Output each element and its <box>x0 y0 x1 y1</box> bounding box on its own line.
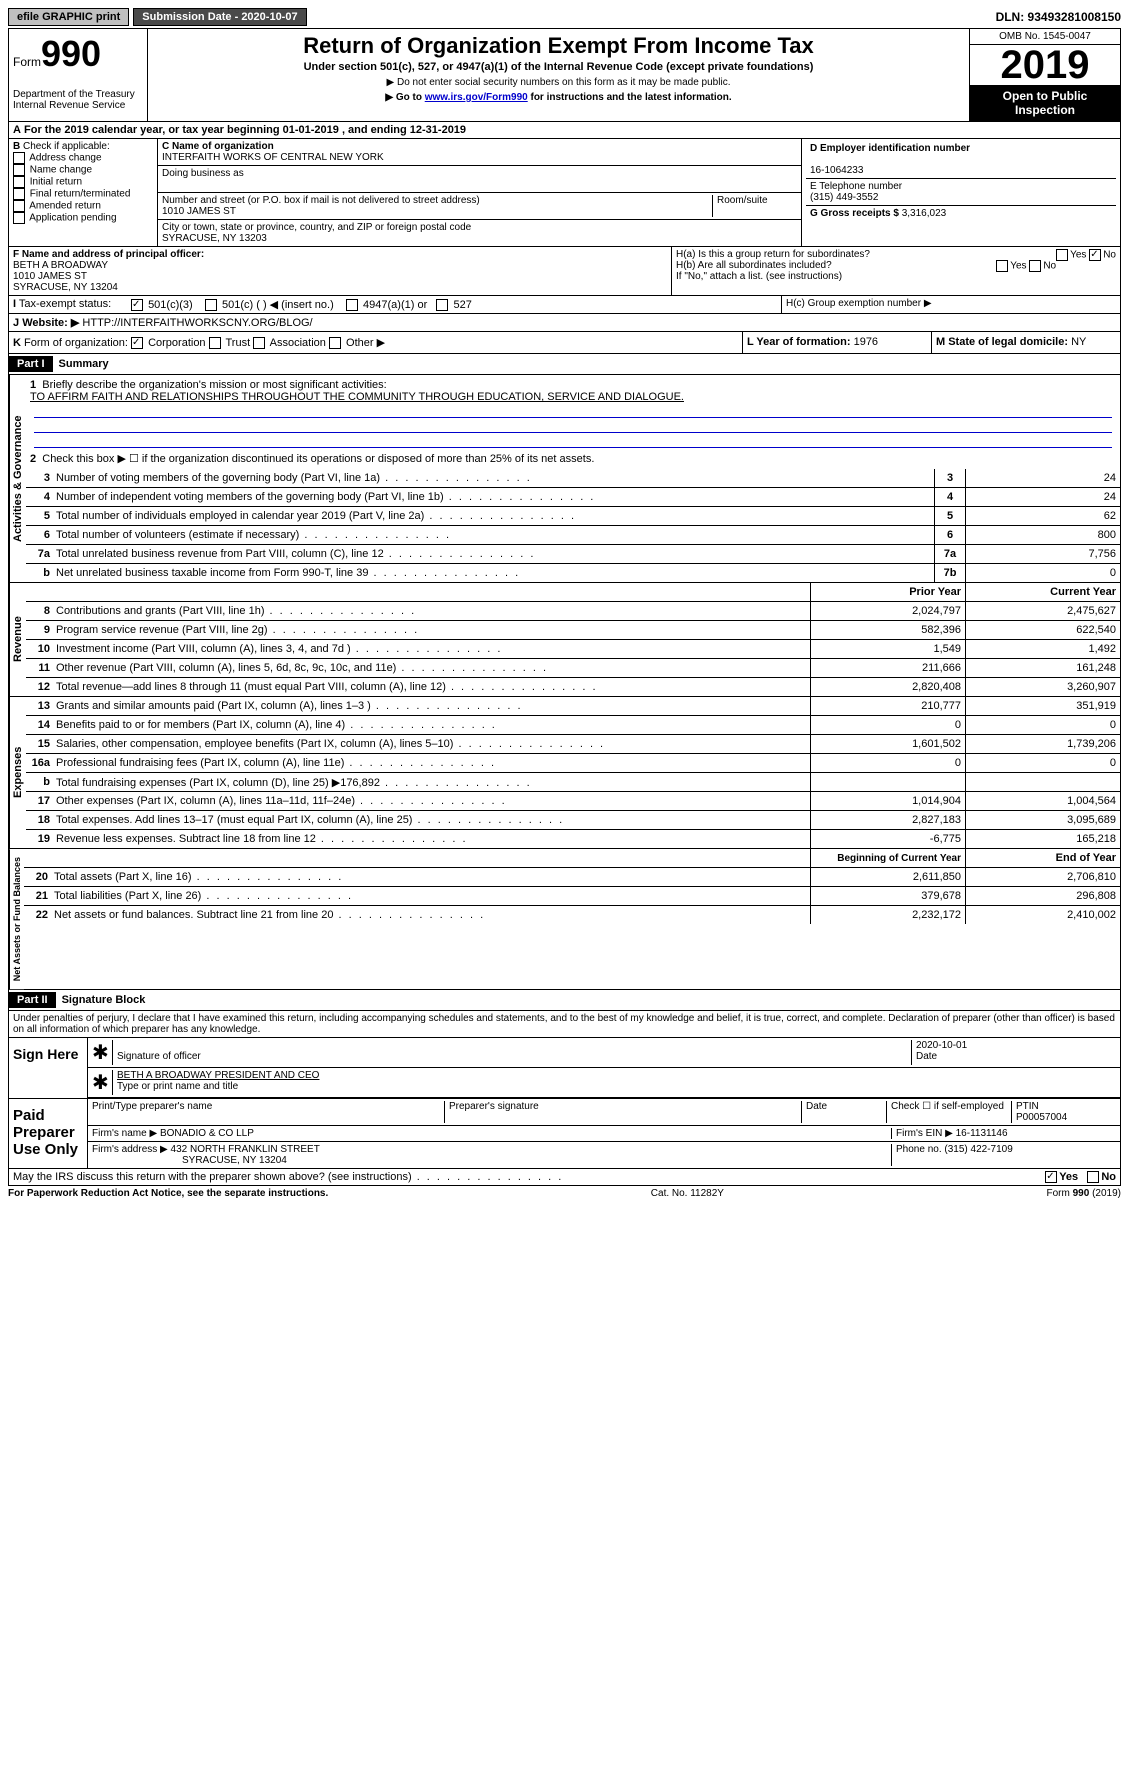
line-k: K Form of organization: Corporation Trus… <box>9 332 742 353</box>
footer: For Paperwork Reduction Act Notice, see … <box>8 1188 1121 1199</box>
form-line: bNet unrelated business taxable income f… <box>26 564 1120 582</box>
submission-btn[interactable]: Submission Date - 2020-10-07 <box>133 8 306 26</box>
part1-title: Summary <box>59 358 109 370</box>
section-h: H(a) Is this a group return for subordin… <box>672 247 1120 295</box>
section-f: F Name and address of principal officer:… <box>9 247 672 295</box>
line-a: A For the 2019 calendar year, or tax yea… <box>9 122 470 138</box>
form-line: 10Investment income (Part VIII, column (… <box>26 640 1120 659</box>
form-line: 20Total assets (Part X, line 16)2,611,85… <box>24 868 1120 887</box>
form-number: 990 <box>41 33 101 74</box>
form-line: 19Revenue less expenses. Subtract line 1… <box>26 830 1120 848</box>
dln-label: DLN: 93493281008150 <box>996 10 1121 24</box>
form-note2: ▶ Go to www.irs.gov/Form990 for instruct… <box>152 92 965 103</box>
form-header: Form990 Department of the Treasury Inter… <box>8 28 1121 122</box>
form-line: 17Other expenses (Part IX, column (A), l… <box>26 792 1120 811</box>
efile-btn[interactable]: efile GRAPHIC print <box>8 8 129 26</box>
sign-here-label: Sign Here <box>9 1038 88 1098</box>
tab-netassets: Net Assets or Fund Balances <box>9 849 24 989</box>
part2-header: Part II <box>9 992 56 1008</box>
form-line: 21Total liabilities (Part X, line 26)379… <box>24 887 1120 906</box>
paid-preparer-label: Paid Preparer Use Only <box>9 1099 88 1168</box>
form-line: 5Total number of individuals employed in… <box>26 507 1120 526</box>
section-d-e-g: D Employer identification number16-10642… <box>802 139 1120 246</box>
tab-expenses: Expenses <box>9 697 26 848</box>
line-i-label: I Tax-exempt status: <box>9 296 127 313</box>
form-line: 12Total revenue—add lines 8 through 11 (… <box>26 678 1120 696</box>
part2-title: Signature Block <box>62 994 146 1006</box>
line-l: L Year of formation: 1976 <box>742 332 931 353</box>
form-note1: ▶ Do not enter social security numbers o… <box>152 77 965 88</box>
form-line: 9Program service revenue (Part VIII, lin… <box>26 621 1120 640</box>
top-bar: efile GRAPHIC print Submission Date - 20… <box>8 8 1121 26</box>
form-line: 14Benefits paid to or for members (Part … <box>26 716 1120 735</box>
section-hc: H(c) Group exemption number ▶ <box>781 296 1120 313</box>
form-line: 11Other revenue (Part VIII, column (A), … <box>26 659 1120 678</box>
form-line: 4Number of independent voting members of… <box>26 488 1120 507</box>
form-title: Return of Organization Exempt From Incom… <box>152 33 965 59</box>
part1-header: Part I <box>9 356 53 372</box>
form-line: 16aProfessional fundraising fees (Part I… <box>26 754 1120 773</box>
tax-year: 2019 <box>970 45 1120 85</box>
section-c: C Name of organizationINTERFAITH WORKS O… <box>158 139 802 246</box>
mission-text: TO AFFIRM FAITH AND RELATIONSHIPS THROUG… <box>30 391 684 403</box>
form-line: 8Contributions and grants (Part VIII, li… <box>26 602 1120 621</box>
line-i-opts: 501(c)(3) 501(c) ( ) ◀ (insert no.) 4947… <box>127 296 781 313</box>
form-line: 3Number of voting members of the governi… <box>26 469 1120 488</box>
form-label: Form <box>13 55 41 69</box>
line-m: M State of legal domicile: NY <box>931 332 1120 353</box>
discuss-line: May the IRS discuss this return with the… <box>8 1169 1121 1186</box>
dept-label: Department of the Treasury Internal Reve… <box>13 89 143 111</box>
form-line: 18Total expenses. Add lines 13–17 (must … <box>26 811 1120 830</box>
form-subtitle: Under section 501(c), 527, or 4947(a)(1)… <box>152 61 965 73</box>
form-line: bTotal fundraising expenses (Part IX, co… <box>26 773 1120 792</box>
open-public: Open to Public Inspection <box>970 85 1120 121</box>
tab-governance: Activities & Governance <box>9 375 26 582</box>
form-line: 6Total number of volunteers (estimate if… <box>26 526 1120 545</box>
form-line: 13Grants and similar amounts paid (Part … <box>26 697 1120 716</box>
form-line: 22Net assets or fund balances. Subtract … <box>24 906 1120 924</box>
tab-revenue: Revenue <box>9 583 26 696</box>
line-j: J Website: ▶ HTTP://INTERFAITHWORKSCNY.O… <box>9 314 317 331</box>
section-b: B Check if applicable: Address change Na… <box>9 139 158 246</box>
form-line: 15Salaries, other compensation, employee… <box>26 735 1120 754</box>
form-line: 7aTotal unrelated business revenue from … <box>26 545 1120 564</box>
irs-link[interactable]: www.irs.gov/Form990 <box>425 92 528 103</box>
declaration: Under penalties of perjury, I declare th… <box>8 1011 1121 1038</box>
